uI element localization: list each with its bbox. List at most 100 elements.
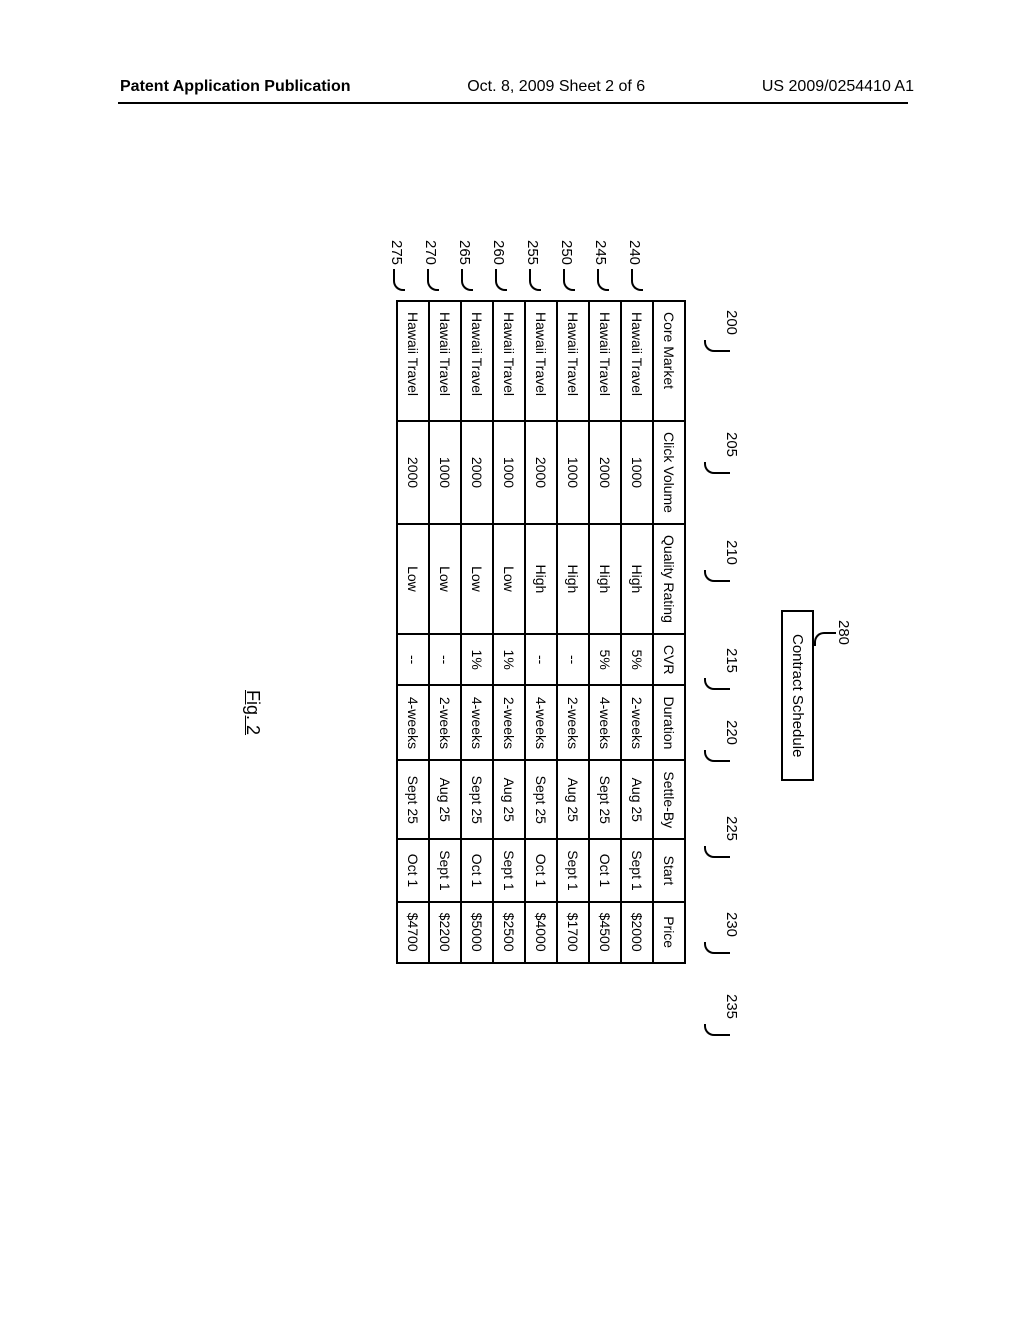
table-cell: $4700 bbox=[397, 902, 429, 963]
ref-number: 205 bbox=[723, 432, 740, 457]
ref-280-leader bbox=[814, 632, 836, 646]
table-cell: Sept 1 bbox=[429, 839, 461, 901]
page-header: Patent Application Publication Oct. 8, 2… bbox=[0, 78, 1024, 96]
ref-280: 280 bbox=[835, 620, 852, 645]
table-cell: Hawaii Travel bbox=[461, 301, 493, 421]
table-cell: 2-weeks bbox=[493, 685, 525, 760]
row-ref-275: 275 bbox=[388, 240, 405, 291]
table-cell: Sept 1 bbox=[493, 839, 525, 901]
table-cell: Low bbox=[461, 524, 493, 634]
table-cell: $2000 bbox=[621, 902, 653, 963]
table-cell: Sept 25 bbox=[525, 760, 557, 839]
table-cell: 1000 bbox=[429, 421, 461, 524]
table-row: Hawaii Travel1000Low1%2-weeksAug 25Sept … bbox=[493, 301, 525, 963]
table-cell: Low bbox=[493, 524, 525, 634]
table-cell: 2000 bbox=[397, 421, 429, 524]
ref-number: 255 bbox=[524, 240, 541, 265]
table-cell: Hawaii Travel bbox=[621, 301, 653, 421]
column-callouts: 200205210215220225230235 bbox=[680, 200, 740, 1200]
table-cell: 1000 bbox=[621, 421, 653, 524]
table-header-cell: Start bbox=[653, 839, 685, 901]
leader-hook bbox=[704, 750, 730, 762]
ref-number: 210 bbox=[723, 540, 740, 565]
table-cell: Oct 1 bbox=[589, 839, 621, 901]
table-cell: 2-weeks bbox=[429, 685, 461, 760]
leader-hook bbox=[704, 340, 730, 352]
table-row: Hawaii Travel2000High--4-weeksSept 25Oct… bbox=[525, 301, 557, 963]
table-cell: Sept 25 bbox=[397, 760, 429, 839]
leader-hook bbox=[631, 269, 643, 291]
table-cell: 5% bbox=[589, 634, 621, 686]
contract-schedule-title: Contract Schedule bbox=[781, 610, 814, 781]
table-cell: 4-weeks bbox=[525, 685, 557, 760]
table-cell: Oct 1 bbox=[461, 839, 493, 901]
table-cell: 1% bbox=[493, 634, 525, 686]
row-ref-260: 260 bbox=[490, 240, 507, 291]
table-cell: Sept 25 bbox=[589, 760, 621, 839]
table-cell: Oct 1 bbox=[525, 839, 557, 901]
ref-number: 215 bbox=[723, 648, 740, 673]
table-cell: Aug 25 bbox=[557, 760, 589, 839]
row-ref-245: 245 bbox=[592, 240, 609, 291]
contract-schedule-table: Core MarketClick VolumeQuality RatingCVR… bbox=[396, 300, 686, 964]
leader-hook bbox=[427, 269, 439, 291]
table-cell: Aug 25 bbox=[621, 760, 653, 839]
table-cell: Hawaii Travel bbox=[429, 301, 461, 421]
table-cell: High bbox=[525, 524, 557, 634]
table-row: Hawaii Travel2000Low1%4-weeksSept 25Oct … bbox=[461, 301, 493, 963]
table-cell: Hawaii Travel bbox=[397, 301, 429, 421]
ref-number: 200 bbox=[723, 310, 740, 335]
table-cell: $2500 bbox=[493, 902, 525, 963]
column-ref-200: 200 bbox=[723, 310, 740, 335]
table-cell: $1700 bbox=[557, 902, 589, 963]
row-ref-250: 250 bbox=[558, 240, 575, 291]
table-cell: Oct 1 bbox=[397, 839, 429, 901]
leader-hook bbox=[704, 1024, 730, 1036]
leader-hook bbox=[597, 269, 609, 291]
column-ref-205: 205 bbox=[723, 432, 740, 457]
table-header-cell: Quality Rating bbox=[653, 524, 685, 634]
ref-number: 235 bbox=[723, 994, 740, 1019]
column-ref-230: 230 bbox=[723, 912, 740, 937]
row-ref-270: 270 bbox=[422, 240, 439, 291]
table-cell: 4-weeks bbox=[589, 685, 621, 760]
row-ref-265: 265 bbox=[456, 240, 473, 291]
ref-number: 245 bbox=[592, 240, 609, 265]
table-cell: -- bbox=[525, 634, 557, 686]
table-cell: 2000 bbox=[461, 421, 493, 524]
table-cell: Sept 1 bbox=[557, 839, 589, 901]
ref-number: 260 bbox=[490, 240, 507, 265]
leader-hook bbox=[495, 269, 507, 291]
column-ref-215: 215 bbox=[723, 648, 740, 673]
table-header-cell: Core Market bbox=[653, 301, 685, 421]
ref-number: 240 bbox=[626, 240, 643, 265]
table-cell: 1000 bbox=[557, 421, 589, 524]
table-cell: -- bbox=[557, 634, 589, 686]
table-header-cell: Click Volume bbox=[653, 421, 685, 524]
header-rule bbox=[118, 102, 908, 104]
table-cell: Low bbox=[429, 524, 461, 634]
table-cell: Sept 1 bbox=[621, 839, 653, 901]
column-ref-210: 210 bbox=[723, 540, 740, 565]
figure-2: 280 Contract Schedule 200205210215220225… bbox=[162, 200, 862, 1200]
leader-hook bbox=[393, 269, 405, 291]
table-cell: 5% bbox=[621, 634, 653, 686]
table-cell: High bbox=[621, 524, 653, 634]
leader-hook bbox=[704, 846, 730, 858]
ref-number: 220 bbox=[723, 720, 740, 745]
ref-number: 230 bbox=[723, 912, 740, 937]
table-cell: 1000 bbox=[493, 421, 525, 524]
leader-hook bbox=[704, 570, 730, 582]
table-cell: Sept 25 bbox=[461, 760, 493, 839]
leader-hook bbox=[563, 269, 575, 291]
row-ref-255: 255 bbox=[524, 240, 541, 291]
table-cell: Hawaii Travel bbox=[557, 301, 589, 421]
header-left: Patent Application Publication bbox=[120, 78, 351, 96]
column-ref-220: 220 bbox=[723, 720, 740, 745]
table-cell: High bbox=[557, 524, 589, 634]
leader-hook bbox=[704, 678, 730, 690]
leader-hook bbox=[704, 942, 730, 954]
table-cell: Aug 25 bbox=[493, 760, 525, 839]
table-header-cell: CVR bbox=[653, 634, 685, 686]
table-cell: -- bbox=[397, 634, 429, 686]
